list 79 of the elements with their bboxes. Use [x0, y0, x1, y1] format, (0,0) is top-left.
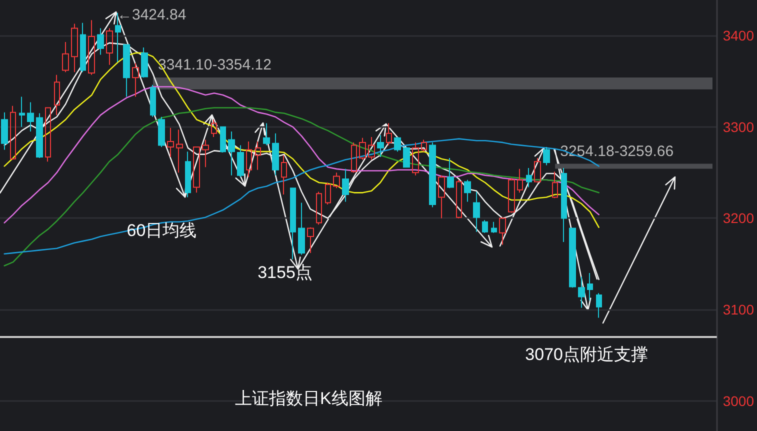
candlestick — [27, 102, 34, 132]
y-tick-label: 3200 — [722, 210, 754, 226]
candlestick — [228, 130, 235, 176]
candlestick — [97, 28, 104, 56]
candlestick — [80, 22, 86, 73]
candlestick — [88, 20, 95, 76]
y-tick-label: 3000 — [722, 392, 754, 409]
candlestick — [438, 174, 445, 219]
candlestick — [368, 136, 375, 160]
candlestick — [115, 12, 121, 63]
candlestick — [377, 134, 384, 158]
annotation: ←3424.84 — [117, 6, 186, 24]
candlestick — [447, 157, 454, 189]
candlestick — [464, 179, 471, 202]
candlestick — [456, 179, 462, 219]
text: 上证指数日K线图解 — [235, 389, 382, 408]
candlestick — [45, 107, 51, 162]
candlestick — [403, 146, 410, 168]
candlestick — [150, 84, 156, 118]
candlestick — [473, 191, 480, 232]
candlestick — [176, 129, 183, 174]
candlestick — [351, 142, 357, 174]
candlestick — [263, 122, 270, 146]
candlestick — [333, 172, 340, 189]
candlestick — [141, 46, 148, 78]
candlestick — [482, 220, 488, 234]
candlestick — [281, 154, 287, 195]
candlestick — [106, 28, 113, 66]
y-tick-label: 3400 — [722, 28, 754, 44]
candlestick — [359, 137, 366, 160]
annotation: 3155点 — [258, 263, 312, 282]
candlestick — [211, 119, 217, 138]
candlestick — [54, 74, 60, 116]
candlestick — [499, 216, 506, 246]
candlestick — [526, 168, 532, 188]
candlestick — [167, 127, 174, 158]
candlestick — [202, 139, 209, 168]
candlestick — [578, 276, 585, 308]
candlestick — [220, 126, 226, 153]
candlestick — [596, 292, 602, 318]
candlestick — [508, 178, 515, 214]
candlestick — [587, 272, 593, 301]
y-tick-label: 3300 — [722, 118, 754, 135]
candlestick — [246, 141, 252, 178]
candlestick — [123, 44, 130, 98]
candlestick — [158, 116, 165, 148]
candlestick — [237, 144, 244, 178]
candlestick — [552, 171, 558, 199]
candlestick — [517, 168, 523, 194]
candlestick — [342, 168, 349, 202]
band-label: 3254.18-3259.66 — [560, 142, 674, 160]
candlestick — [298, 202, 305, 256]
candlestick — [491, 221, 497, 234]
candlestick — [412, 142, 419, 176]
candlestick — [255, 141, 261, 170]
candlestick — [19, 96, 25, 128]
y-tick-label: 3100 — [722, 302, 754, 318]
candlestick — [534, 157, 541, 184]
candlestick — [1, 112, 8, 150]
candlestick — [316, 191, 322, 226]
candlestick — [394, 136, 401, 152]
candlestick — [569, 228, 576, 288]
candlestick — [290, 188, 296, 260]
candlestick — [71, 23, 78, 73]
candlestick — [185, 151, 191, 198]
candlestick — [325, 182, 331, 206]
candlestick — [132, 62, 139, 98]
candlestick — [543, 146, 550, 166]
candlestick — [307, 226, 314, 254]
candlestick — [272, 132, 279, 176]
candlestick — [429, 142, 436, 208]
ref-line-label: 3070点附近支撑 — [525, 344, 648, 364]
candlestick — [386, 122, 392, 146]
candlestick — [36, 112, 43, 158]
candlestick — [10, 105, 16, 160]
candlestick — [193, 146, 200, 194]
candlestick — [561, 168, 567, 242]
candlestick — [421, 139, 427, 152]
candlestick — [62, 42, 69, 73]
